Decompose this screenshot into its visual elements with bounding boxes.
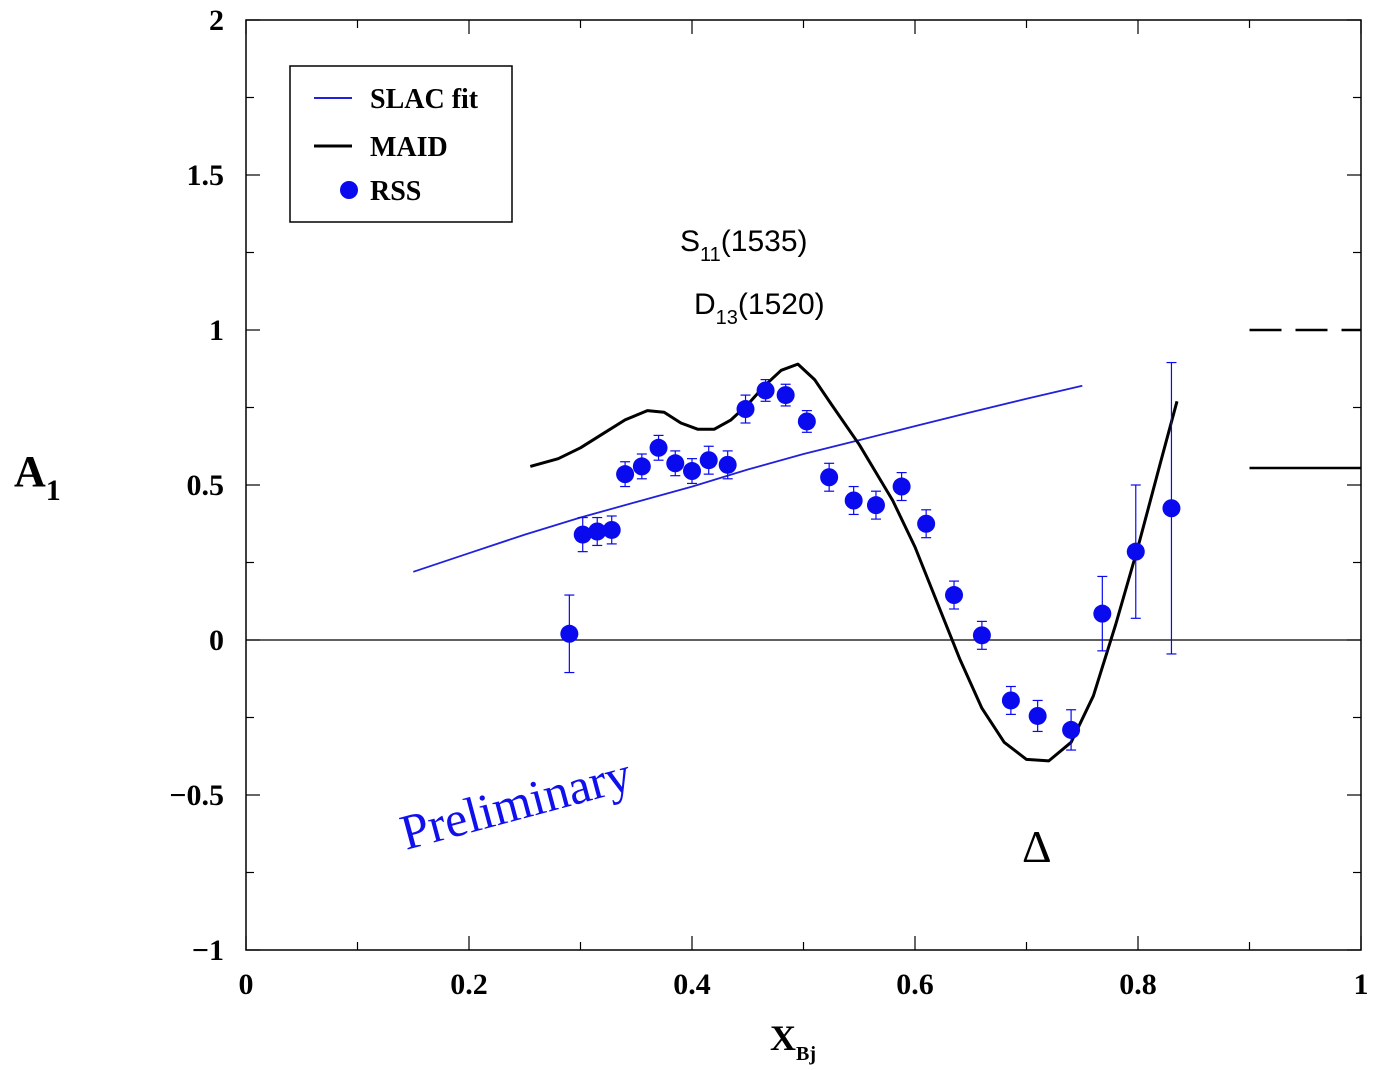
rss-point — [820, 468, 839, 487]
rss-point — [917, 514, 936, 533]
x-tick-label: 0.8 — [1119, 968, 1157, 1001]
annotation-s11-sub: 11 — [700, 244, 721, 266]
text-layer: A1 XBj SLAC fit MAID RSS S11(1535) D13(1… — [14, 65, 1052, 1065]
annotation-d13: D13(1520) — [694, 288, 825, 329]
x-tick-label: 0.4 — [673, 968, 711, 1001]
preliminary-label: Preliminary — [394, 745, 637, 860]
rss-point — [573, 525, 592, 544]
rss-point — [1001, 691, 1020, 710]
legend-label-slac: SLAC fit — [370, 84, 479, 115]
legend: SLAC fit MAID RSS — [289, 65, 513, 223]
rss-point — [616, 465, 635, 484]
x-tick-label: 1 — [1354, 968, 1369, 1001]
rss-point — [1162, 499, 1181, 518]
rss-point — [699, 451, 718, 470]
annotation-s11-rest: (1535) — [721, 225, 808, 258]
annotation-s11-main: S — [680, 225, 700, 258]
legend-label-maid: MAID — [370, 132, 448, 163]
x-tick-label: 0.6 — [896, 968, 934, 1001]
axes-layer: 0 0.2 0.4 0.6 0.8 1 −1 −0.5 0 0.5 1 1.5 2 — [169, 4, 1368, 1001]
y-axis-title: A1 — [14, 447, 61, 507]
delta-label: Δ — [1022, 821, 1052, 872]
x-axis-title: XBj — [770, 1018, 816, 1065]
rss-point — [588, 522, 607, 541]
rss-point — [632, 457, 651, 476]
rss-point — [718, 455, 737, 474]
rss-point — [776, 386, 795, 405]
rss-point — [683, 462, 701, 481]
rss-point — [797, 412, 816, 431]
rss-point — [560, 624, 579, 643]
y-tick-label: −0.5 — [169, 779, 224, 812]
y-tick-label: 0.5 — [187, 469, 225, 502]
legend-label-rss: RSS — [370, 176, 421, 207]
rss-point — [1093, 604, 1112, 623]
y-axis-title-sub: 1 — [46, 474, 61, 507]
rss-point — [649, 438, 668, 457]
annotation-d13-sub: 13 — [716, 307, 738, 329]
y-axis-title-main: A — [14, 447, 46, 496]
data-layer — [413, 328, 1361, 763]
y-tick-label: 0 — [209, 624, 224, 657]
x-axis-title-sub: Bj — [796, 1043, 816, 1065]
y-tick-label: 2 — [209, 4, 224, 37]
rss-point — [1062, 720, 1081, 739]
rss-point — [866, 496, 885, 515]
y-tick-label: 1.5 — [187, 159, 225, 192]
y-tick-label: −1 — [192, 934, 224, 967]
y-tick-label: 1 — [209, 314, 224, 347]
x-tick-label: 0 — [239, 968, 254, 1001]
legend-box — [289, 65, 513, 223]
rss-point — [1028, 706, 1047, 725]
x-axis-title-main: X — [770, 1018, 796, 1058]
rss-point — [756, 381, 775, 400]
rss-point — [892, 477, 911, 496]
series-maid-line — [529, 362, 1179, 763]
rss-point — [1126, 542, 1145, 561]
annotation-d13-main: D — [694, 288, 716, 321]
rss-point — [844, 491, 863, 510]
series-slac-line — [413, 384, 1083, 573]
x-tick-label: 0.2 — [450, 968, 488, 1001]
annotation-s11: S11(1535) — [680, 225, 808, 266]
rss-point — [972, 626, 991, 645]
rss-point — [602, 520, 621, 539]
rss-point — [945, 586, 964, 605]
rss-point — [666, 454, 685, 473]
rss-point — [736, 400, 755, 419]
annotation-d13-rest: (1520) — [738, 288, 825, 321]
legend-swatch-rss — [340, 181, 358, 199]
